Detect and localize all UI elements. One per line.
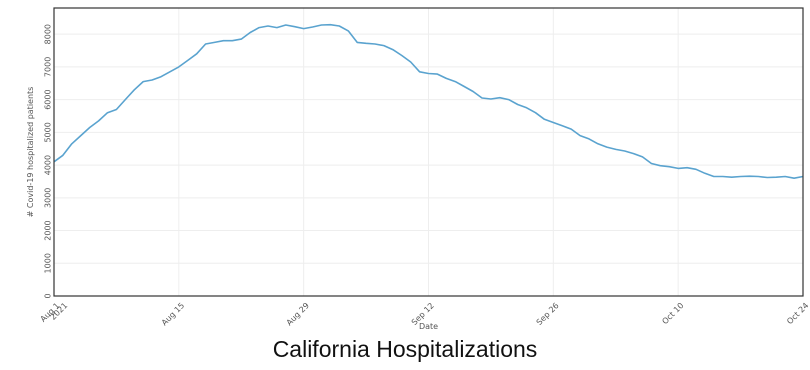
- y-tick-label: 6000: [44, 89, 53, 109]
- grid-lines: [53, 8, 804, 297]
- y-tick-label: 0: [44, 293, 53, 298]
- y-tick-label: 1000: [44, 253, 53, 273]
- x-tick-label: Oct 24: [785, 301, 810, 326]
- hospitalizations-line: [53, 23, 804, 179]
- y-tick-label: 5000: [44, 122, 53, 142]
- y-tick-label: 4000: [44, 155, 53, 175]
- y-tick-label: 3000: [44, 188, 53, 208]
- x-axis-label: Date: [419, 322, 438, 331]
- y-tick-label: 2000: [44, 220, 53, 240]
- x-tick-label: Aug 15: [160, 301, 186, 327]
- y-tick-label: 7000: [44, 57, 53, 77]
- plot-frame: [53, 7, 804, 297]
- x-tick-label: Aug 29: [285, 301, 311, 327]
- x-tick-label: Sep 26: [535, 301, 561, 327]
- y-tick-label: 8000: [44, 24, 53, 44]
- x-tick-label: Oct 10: [660, 301, 685, 326]
- series-layer: [53, 23, 804, 179]
- y-axis-label: # Covid-19 hospitalized patients: [26, 87, 35, 218]
- chart-caption: California Hospitalizations: [272, 336, 538, 362]
